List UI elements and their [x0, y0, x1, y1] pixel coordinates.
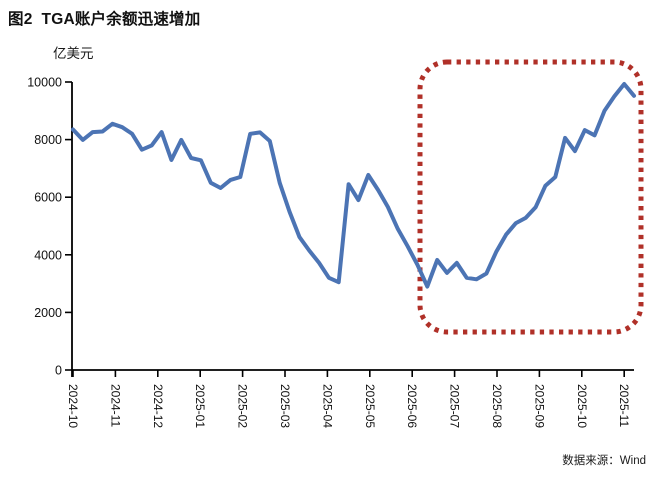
x-tick-label: 2025-09 [532, 384, 546, 428]
x-tick-label: 2025-07 [448, 384, 462, 428]
x-tick-label: 2025-04 [320, 384, 334, 428]
x-tick-label: 2024-11 [108, 384, 122, 427]
y-tick-label: 8000 [34, 133, 62, 147]
highlight-box [417, 59, 644, 335]
figure-title: 图2 TGA账户余额迅速增加 [8, 11, 201, 28]
y-tick-label: 0 [55, 364, 62, 378]
y-tick-label: 2000 [34, 306, 62, 320]
tga-balance-line [71, 82, 636, 289]
x-tick-label: 2024-12 [151, 384, 165, 428]
x-tick-label: 2025-10 [575, 384, 589, 428]
x-tick-label: 2025-02 [236, 384, 250, 428]
x-tick-label: 2025-03 [278, 384, 292, 428]
x-tick-label: 2025-05 [363, 384, 377, 428]
y-tick-label: 6000 [34, 191, 62, 205]
x-tick-label: 2025-06 [405, 384, 419, 428]
y-tick-label: 10000 [27, 76, 62, 90]
x-tick-label: 2024-10 [66, 384, 80, 428]
x-tick-label: 2025-08 [490, 384, 504, 428]
data-source-label: 数据来源：Wind [562, 455, 646, 467]
y-axis-unit-label: 亿美元 [53, 46, 94, 61]
y-tick-label: 4000 [34, 248, 62, 262]
x-tick-label: 2025-11 [617, 384, 631, 427]
x-tick-label: 2025-01 [193, 384, 207, 428]
